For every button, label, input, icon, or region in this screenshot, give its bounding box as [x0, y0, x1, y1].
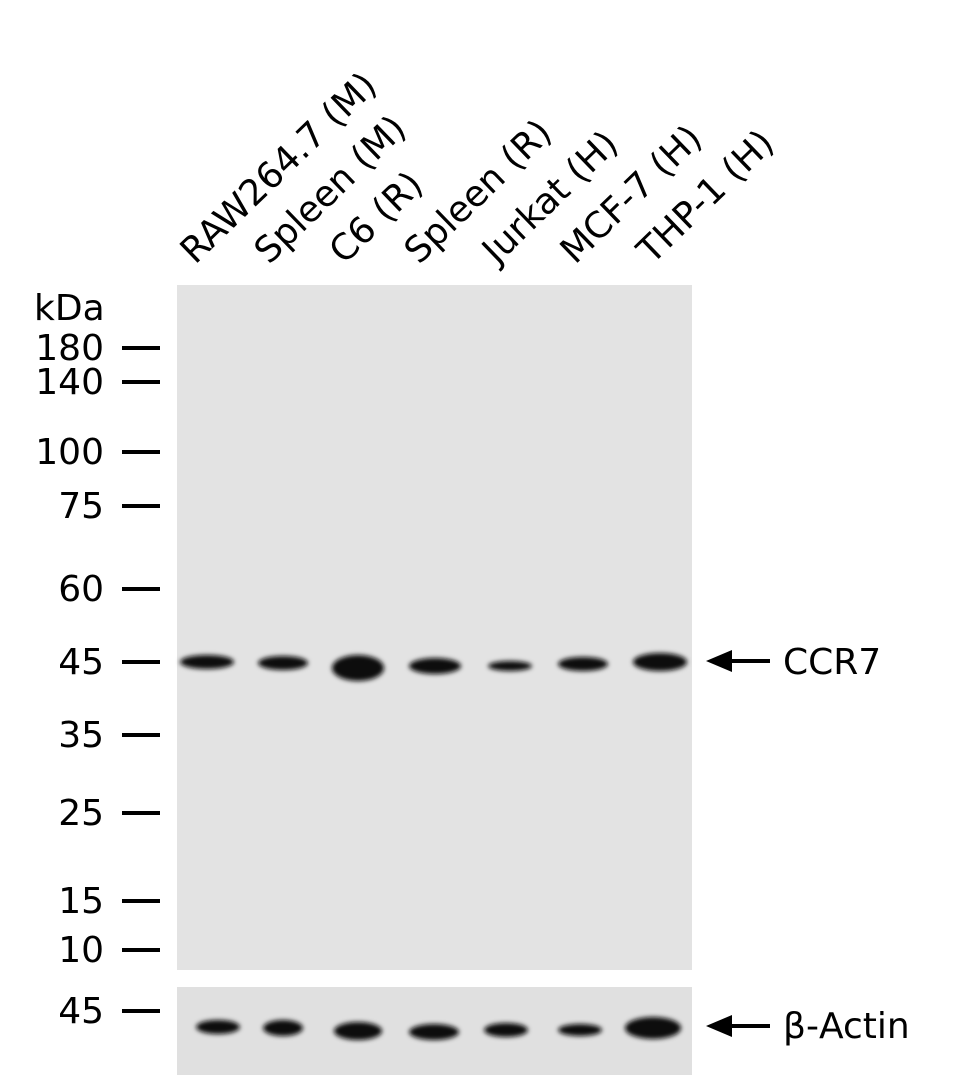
marker-label: 100	[35, 432, 104, 473]
blot-panel	[177, 285, 692, 970]
marker-unit: kDa	[34, 288, 105, 329]
marker-label: 35	[58, 715, 104, 756]
marker-label: 180	[35, 328, 104, 369]
loading-label: β-Actin	[783, 1006, 910, 1047]
marker-label: 45	[58, 991, 104, 1032]
marker-label: 140	[35, 362, 104, 403]
marker-label: 10	[58, 930, 104, 971]
marker-label: 25	[58, 793, 104, 834]
target-label: CCR7	[783, 642, 881, 683]
marker-label: 75	[58, 486, 104, 527]
bands	[180, 653, 687, 1040]
arrow-head	[706, 650, 732, 672]
marker-label: 15	[58, 881, 104, 922]
marker-label: 45	[58, 642, 104, 683]
arrow-head	[706, 1015, 732, 1037]
marker-label: 60	[58, 569, 104, 610]
